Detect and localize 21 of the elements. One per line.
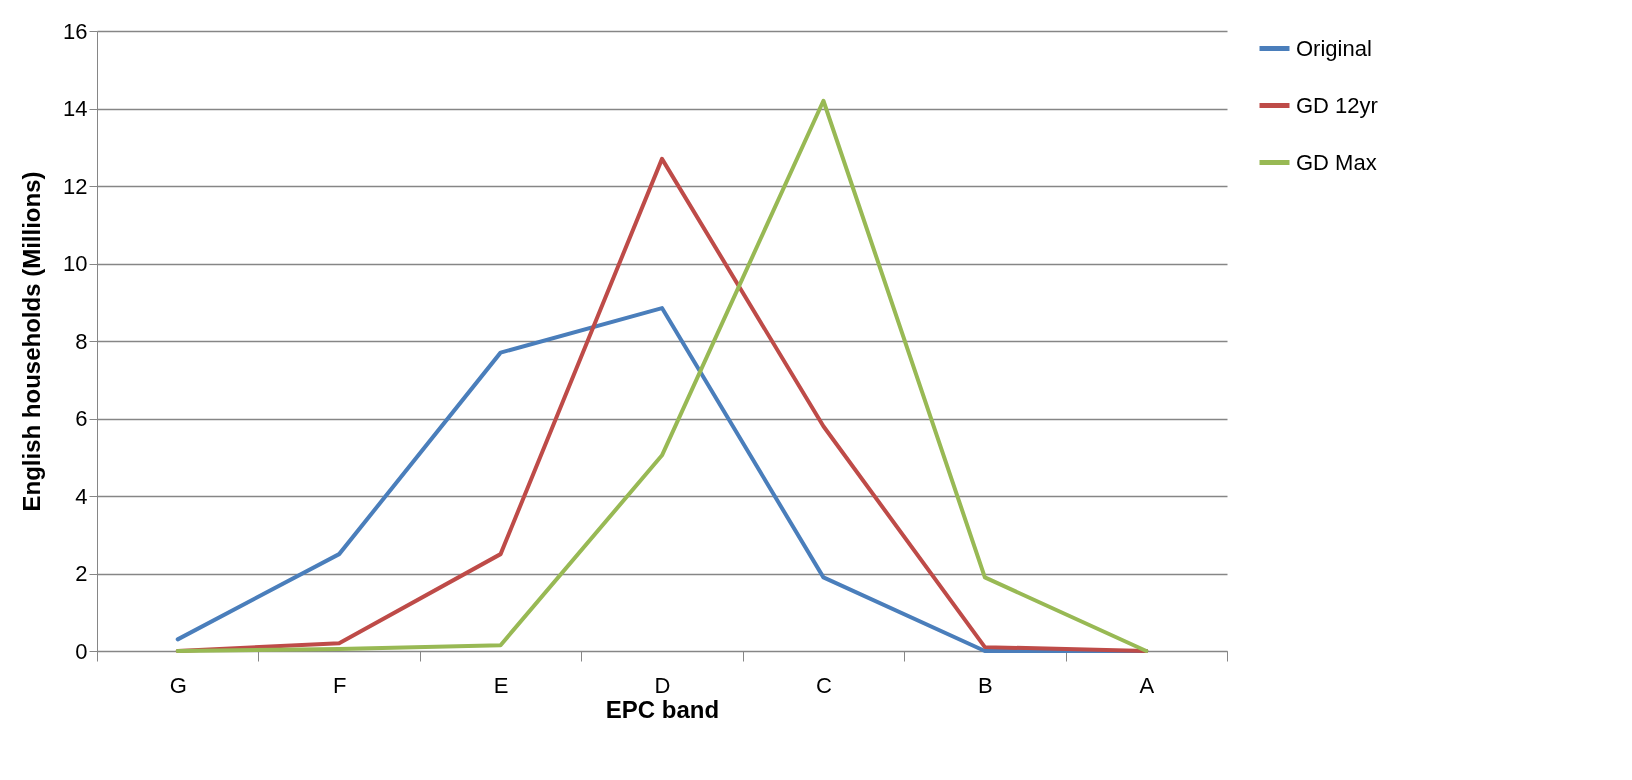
y-tick-label: 8 bbox=[75, 328, 88, 354]
y-tick-label: 6 bbox=[75, 406, 88, 431]
legend-label: GD 12yr bbox=[1296, 92, 1378, 118]
x-tick-label: B bbox=[978, 672, 993, 698]
x-tick-label: A bbox=[1139, 672, 1155, 698]
y-tick-label: 0 bbox=[75, 638, 88, 664]
y-tick-label: 10 bbox=[63, 251, 88, 276]
x-tick-label: F bbox=[332, 672, 347, 698]
y-tick-label: 12 bbox=[63, 173, 88, 199]
x-tick-label: C bbox=[815, 672, 832, 698]
y-tick-label: 16 bbox=[63, 18, 88, 44]
y-tick-label: 2 bbox=[75, 561, 88, 586]
y-axis-title: English households (Millions) bbox=[18, 171, 46, 512]
x-tick-label: E bbox=[493, 672, 509, 698]
x-tick-label: G bbox=[169, 672, 187, 698]
legend-label: Original bbox=[1296, 35, 1372, 61]
y-tick-label: 14 bbox=[63, 96, 88, 121]
y-tick-label: 4 bbox=[75, 483, 88, 509]
x-axis-title: EPC band bbox=[605, 695, 720, 723]
x-tick-label: D bbox=[654, 672, 671, 698]
legend-label: GD Max bbox=[1296, 149, 1377, 175]
